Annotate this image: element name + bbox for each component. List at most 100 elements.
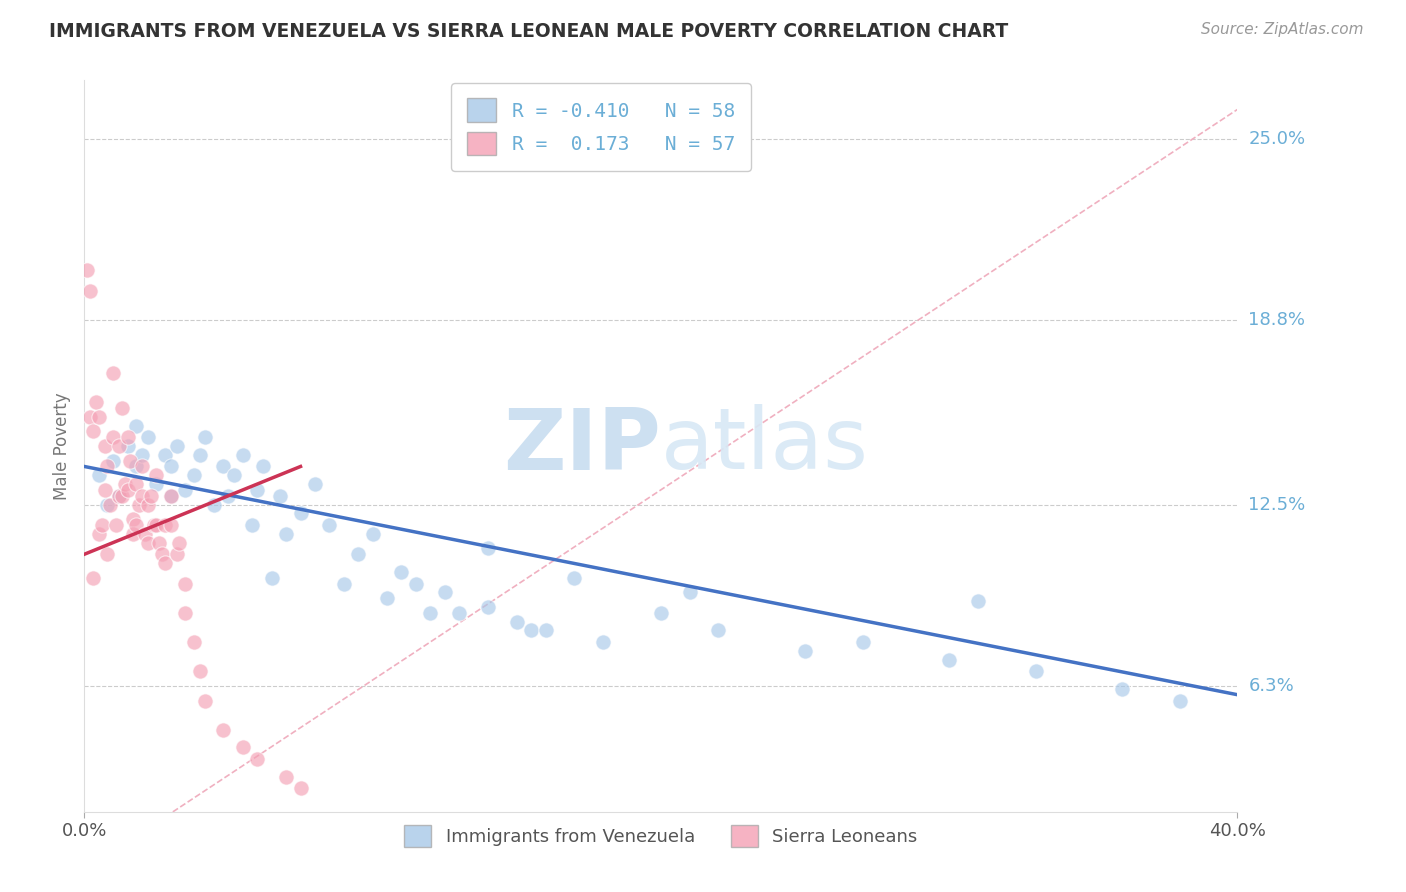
Point	[202, 498, 225, 512]
Point	[967, 594, 990, 608]
Point	[174, 483, 197, 497]
Text: Source: ZipAtlas.com: Source: ZipAtlas.com	[1201, 22, 1364, 37]
Point	[142, 518, 165, 533]
Point	[122, 526, 145, 541]
Point	[290, 506, 312, 520]
Point	[103, 430, 124, 444]
Point	[111, 489, 134, 503]
Point	[592, 635, 614, 649]
Point	[82, 425, 104, 439]
Text: 18.8%: 18.8%	[1249, 311, 1305, 329]
Text: 12.5%: 12.5%	[1249, 496, 1306, 514]
Point	[290, 781, 312, 796]
Point	[211, 723, 233, 737]
Point	[131, 448, 153, 462]
Point	[534, 624, 557, 638]
Point	[79, 409, 101, 424]
Text: IMMIGRANTS FROM VENEZUELA VS SIERRA LEONEAN MALE POVERTY CORRELATION CHART: IMMIGRANTS FROM VENEZUELA VS SIERRA LEON…	[49, 22, 1008, 41]
Point	[117, 430, 139, 444]
Point	[232, 740, 254, 755]
Point	[136, 535, 159, 549]
Point	[564, 571, 586, 585]
Point	[188, 665, 211, 679]
Point	[166, 547, 188, 561]
Point	[252, 459, 274, 474]
Point	[148, 535, 170, 549]
Point	[125, 518, 148, 533]
Point	[103, 366, 124, 380]
Point	[84, 395, 107, 409]
Point	[90, 518, 112, 533]
Point	[477, 599, 499, 614]
Point	[160, 459, 183, 474]
Point	[224, 468, 246, 483]
Point	[128, 498, 150, 512]
Point	[82, 571, 104, 585]
Point	[87, 468, 110, 483]
Point	[114, 477, 136, 491]
Point	[449, 606, 471, 620]
Point	[375, 591, 398, 606]
Point	[93, 483, 115, 497]
Point	[136, 498, 159, 512]
Point	[117, 439, 139, 453]
Text: atlas: atlas	[661, 404, 869, 488]
Point	[419, 606, 441, 620]
Point	[174, 576, 197, 591]
Point	[183, 635, 205, 649]
Point	[333, 576, 356, 591]
Point	[145, 477, 167, 491]
Point	[145, 518, 167, 533]
Point	[304, 477, 326, 491]
Point	[160, 489, 183, 503]
Point	[87, 526, 110, 541]
Point	[108, 439, 131, 453]
Point	[93, 439, 115, 453]
Point	[131, 459, 153, 474]
Legend: Immigrants from Venezuela, Sierra Leoneans: Immigrants from Venezuela, Sierra Leonea…	[396, 817, 925, 854]
Point	[477, 541, 499, 556]
Point	[794, 644, 817, 658]
Point	[79, 284, 101, 298]
Point	[276, 526, 298, 541]
Point	[160, 489, 183, 503]
Point	[169, 535, 191, 549]
Point	[139, 489, 162, 503]
Text: 25.0%: 25.0%	[1249, 130, 1306, 148]
Point	[98, 498, 121, 512]
Point	[194, 693, 217, 707]
Point	[136, 430, 159, 444]
Point	[96, 498, 118, 512]
Point	[153, 556, 176, 570]
Point	[125, 459, 148, 474]
Point	[174, 606, 197, 620]
Point	[852, 635, 875, 649]
Point	[269, 489, 291, 503]
Point	[361, 526, 384, 541]
Point	[131, 489, 153, 503]
Point	[183, 468, 205, 483]
Point	[153, 448, 176, 462]
Point	[679, 585, 702, 599]
Point	[150, 547, 173, 561]
Point	[145, 468, 167, 483]
Point	[218, 489, 240, 503]
Point	[120, 453, 142, 467]
Point	[108, 489, 131, 503]
Point	[318, 518, 340, 533]
Point	[650, 606, 672, 620]
Point	[211, 459, 233, 474]
Point	[122, 512, 145, 526]
Point	[246, 483, 269, 497]
Point	[194, 430, 217, 444]
Point	[240, 518, 263, 533]
Point	[111, 401, 134, 415]
Point	[1111, 681, 1133, 696]
Point	[103, 453, 124, 467]
Point	[125, 418, 148, 433]
Point	[76, 263, 98, 277]
Point	[260, 571, 283, 585]
Point	[433, 585, 456, 599]
Point	[391, 565, 413, 579]
Point	[405, 576, 427, 591]
